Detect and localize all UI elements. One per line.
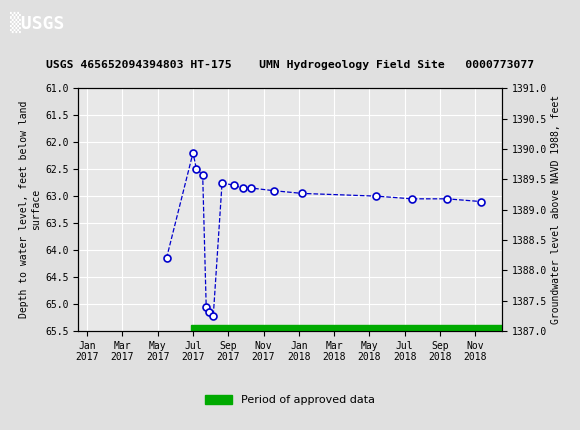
Bar [190, 325, 502, 332]
Text: USGS 465652094394803 HT-175    UMN Hydrogeology Field Site   0000773077: USGS 465652094394803 HT-175 UMN Hydrogeo… [46, 59, 534, 70]
Legend: Period of approved data: Period of approved data [200, 390, 380, 410]
Y-axis label: Depth to water level, feet below land
surface: Depth to water level, feet below land su… [19, 101, 41, 318]
Y-axis label: Groundwater level above NAVD 1988, feet: Groundwater level above NAVD 1988, feet [551, 95, 561, 324]
Text: ▒USGS: ▒USGS [10, 12, 65, 33]
